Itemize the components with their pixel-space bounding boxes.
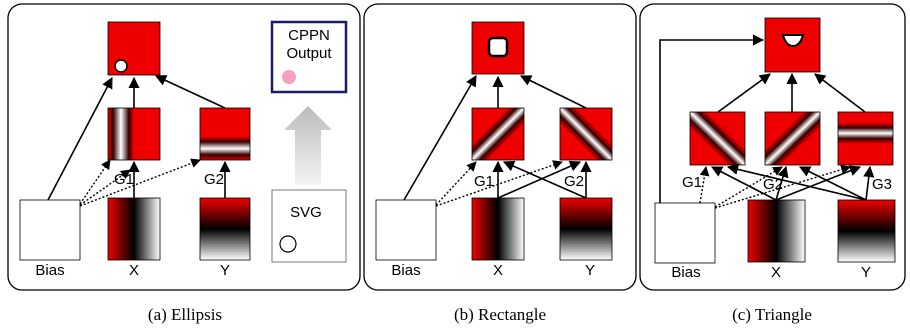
edge [800,167,866,200]
edge [48,78,112,200]
pink-dot [282,70,296,84]
x-image [472,198,524,260]
input-label: Bias [391,262,420,279]
panel-a: CPPN Output SVG G1 G2 Bias X Y (a) Ellip… [8,4,360,324]
edge [156,76,225,108]
bias-box [20,200,80,260]
input-label: Y [585,262,595,279]
legend-text: Output [286,45,332,62]
gate-image [765,112,820,165]
svg-box [272,190,346,262]
panel-b: G1 G2 Bias X Y (b) Rectangle [364,4,636,324]
edge [866,167,870,200]
x-image [748,200,805,262]
gate-image [690,112,745,165]
input-label: X [771,264,781,281]
input-label: Bias [35,262,64,279]
caption: (c) Triangle [732,305,812,324]
edge [718,74,770,112]
panel-c: G1 G2 G3 Bias X Y (c) Triangle [640,4,905,324]
gate-label: G2 [204,171,224,188]
input-label: X [129,262,139,279]
gate-label: G2 [564,173,584,190]
input-label: X [493,262,503,279]
input-label: Bias [671,264,700,281]
gate-image [838,112,893,165]
input-label: Y [861,264,871,281]
edge [815,74,865,112]
gate-image [472,108,524,160]
gate-label: G3 [872,176,892,193]
gate-label: G1 [114,171,134,188]
gate-image [108,108,160,160]
edge [80,160,110,204]
svg-circle [280,236,296,252]
legend-text: SVG [290,204,322,221]
gate-label: G1 [474,173,494,190]
edge [404,76,476,200]
edge [521,76,586,108]
diagram: CPPN Output SVG G1 G2 Bias X Y (a) Ellip… [0,0,910,331]
y-image [200,198,250,260]
legend-text: CPPN [288,27,330,44]
y-image [838,200,895,262]
input-label: Y [220,262,230,279]
gate-label: G1 [682,174,702,191]
rectangle-shape [489,38,507,56]
ellipse-shape [115,60,127,72]
caption: (b) Rectangle [454,305,546,324]
up-arrow [284,106,332,185]
gate-image [560,108,612,160]
gate-image [200,108,250,160]
caption: (a) Ellipsis [148,305,222,324]
gate-label: G2 [763,176,783,193]
bias-box [655,203,715,263]
y-image [560,198,612,260]
bias-box [376,200,436,260]
x-image [108,198,160,260]
